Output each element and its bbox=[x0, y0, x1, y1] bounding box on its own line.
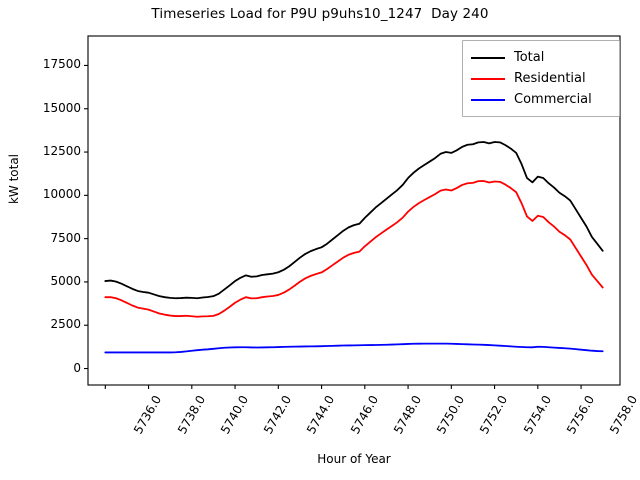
legend-swatch-residential bbox=[471, 77, 505, 80]
y-tick-label: 10000 bbox=[42, 187, 81, 202]
chart-title: Timeseries Load for P9U p9uhs10_1247 Day… bbox=[151, 6, 489, 22]
y-axis-label: kW total bbox=[7, 153, 21, 205]
legend-swatch-commercial bbox=[471, 98, 505, 101]
y-tick-label: 7500 bbox=[50, 230, 81, 245]
y-tick-label: 0 bbox=[73, 360, 81, 375]
legend-label-residential: Residential bbox=[514, 71, 586, 86]
legend-item-residential: Residential bbox=[471, 68, 611, 89]
legend-label-commercial: Commercial bbox=[514, 92, 592, 107]
x-axis-label: Hour of Year bbox=[317, 452, 391, 466]
legend-item-total: Total bbox=[471, 47, 611, 68]
y-tick-label: 5000 bbox=[50, 273, 81, 288]
y-tick-label: 12500 bbox=[42, 144, 81, 159]
legend-swatch-total bbox=[471, 56, 505, 59]
y-tick-label: 2500 bbox=[50, 317, 81, 332]
y-tick-label: 17500 bbox=[42, 57, 81, 72]
legend-label-total: Total bbox=[514, 50, 545, 65]
chart-legend: Total Residential Commercial bbox=[462, 40, 620, 117]
legend-item-commercial: Commercial bbox=[471, 89, 611, 110]
y-tick-label: 15000 bbox=[42, 100, 81, 115]
